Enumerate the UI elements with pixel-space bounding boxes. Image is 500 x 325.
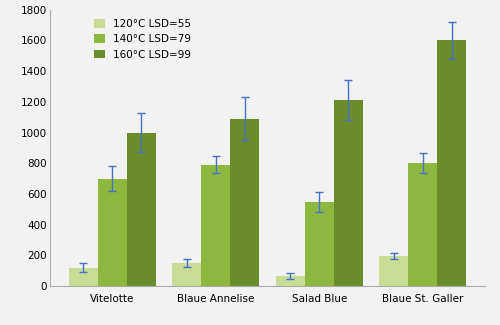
Legend: 120°C LSD=55, 140°C LSD=79, 160°C LSD=99: 120°C LSD=55, 140°C LSD=79, 160°C LSD=99 <box>90 15 195 64</box>
Bar <box>98 178 126 286</box>
Bar <box>380 256 408 286</box>
Bar <box>201 165 230 286</box>
Bar <box>408 163 438 286</box>
Bar <box>334 100 363 286</box>
Bar <box>126 133 156 286</box>
Bar <box>68 267 98 286</box>
Bar <box>305 202 334 286</box>
Bar <box>230 119 259 286</box>
Bar <box>172 263 201 286</box>
Bar <box>276 276 305 286</box>
Bar <box>438 40 466 286</box>
